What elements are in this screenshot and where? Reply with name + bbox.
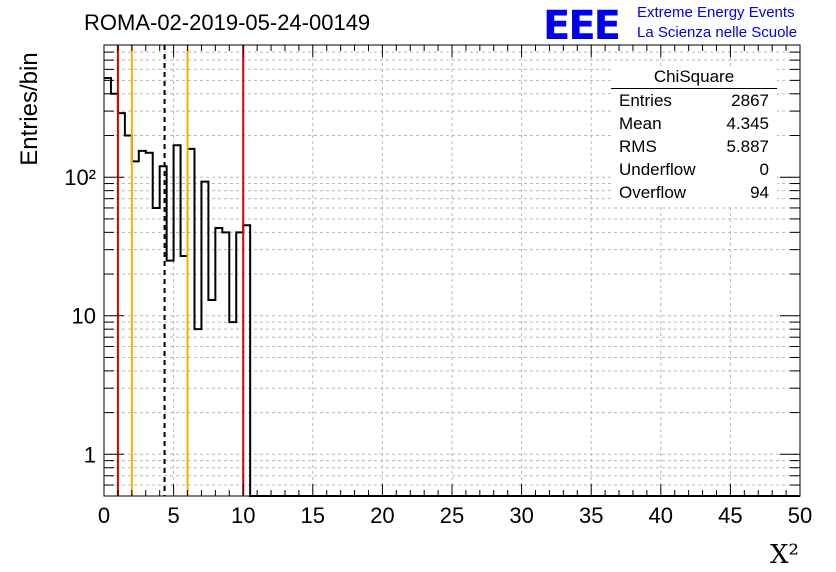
reference-lines bbox=[116, 45, 245, 496]
stats-key: Entries bbox=[619, 91, 672, 110]
grid-lines bbox=[104, 44, 800, 497]
y-tick-label: 10² bbox=[64, 165, 96, 190]
x-tick-label: 15 bbox=[301, 503, 325, 528]
stats-key: RMS bbox=[619, 137, 657, 156]
x-tick-label: 10 bbox=[231, 503, 255, 528]
stats-row: Overflow 94 bbox=[611, 181, 777, 204]
axis-ticks: 0 5 10 15 20 25 30 35 40 45 50 1 10 10² bbox=[64, 44, 812, 528]
x-tick-label: 25 bbox=[440, 503, 464, 528]
stats-row: Entries 2867 bbox=[611, 89, 777, 112]
y-tick-label: 10 bbox=[72, 304, 96, 329]
stats-value: 2867 bbox=[731, 91, 769, 110]
x-tick-label: 50 bbox=[788, 503, 812, 528]
x-tick-label: 35 bbox=[579, 503, 603, 528]
stats-title: ChiSquare bbox=[611, 66, 777, 89]
x-tick-label: 45 bbox=[718, 503, 742, 528]
stats-row: Mean 4.345 bbox=[611, 112, 777, 135]
stats-key: Mean bbox=[619, 114, 662, 133]
logo-text-line2: La Scienza nelle Scuole bbox=[637, 24, 798, 41]
x-tick-label: 0 bbox=[98, 503, 110, 528]
stats-value: 0 bbox=[759, 160, 769, 179]
y-axis-label: Entries/bin bbox=[16, 52, 43, 166]
y-tick-label: 1 bbox=[84, 442, 96, 467]
eee-logo: EEE bbox=[543, 3, 621, 49]
stats-row: RMS 5.887 bbox=[611, 135, 777, 158]
x-tick-label: 5 bbox=[167, 503, 179, 528]
stats-key: Overflow bbox=[619, 183, 687, 202]
x-tick-label: 30 bbox=[509, 503, 533, 528]
x-tick-label: 20 bbox=[370, 503, 394, 528]
x-axis-label: X² bbox=[770, 540, 799, 570]
x-tick-label: 40 bbox=[649, 503, 673, 528]
stats-key: Underflow bbox=[619, 160, 696, 179]
stats-box: ChiSquare Entries 2867 Mean 4.345 RMS 5.887… bbox=[611, 66, 777, 206]
stats-value: 94 bbox=[750, 183, 769, 202]
stats-value: 4.345 bbox=[726, 114, 769, 133]
chart-title: ROMA-02-2019-05-24-00149 bbox=[84, 10, 371, 35]
stats-value: 5.887 bbox=[726, 137, 769, 156]
stats-row: Underflow 0 bbox=[611, 158, 777, 181]
logo-text-line1: Extreme Energy Events bbox=[637, 4, 795, 21]
